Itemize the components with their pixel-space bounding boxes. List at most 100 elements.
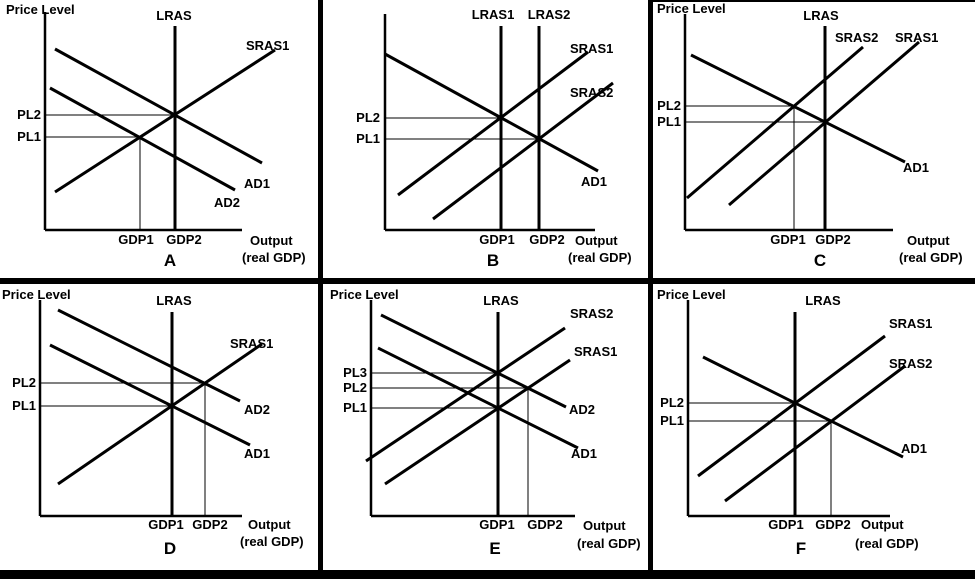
ad1-label: AD1 — [244, 176, 270, 191]
y-axis-title: Price Level — [657, 1, 726, 16]
lras-label: LRAS — [156, 293, 192, 308]
pl2-label: PL2 — [657, 98, 681, 113]
gdp2-label: GDP2 — [166, 232, 201, 247]
pl1-label: PL1 — [660, 413, 684, 428]
lras1-label: LRAS1 — [472, 7, 515, 22]
panel-letter: A — [164, 251, 176, 270]
x-axis-title: Output — [583, 518, 626, 533]
sras1-label: SRAS1 — [889, 316, 932, 331]
pl2-label: PL2 — [12, 375, 36, 390]
gdp1-label: GDP1 — [118, 232, 153, 247]
ad1-curve — [702, 355, 904, 459]
panel-letter: D — [164, 539, 176, 558]
x-axis-title: Output — [861, 517, 904, 532]
ad1-curve — [690, 53, 906, 164]
sras2-curve — [724, 364, 906, 503]
x-axis-title: Output — [575, 233, 618, 248]
panel-e: Price Level LRAS SRAS2 SRAS1 AD2 AD1 PL3… — [323, 284, 648, 570]
sras1-label: SRAS1 — [570, 41, 613, 56]
panel-a-graph: Price Level LRAS SRAS1 AD1 AD2 PL2 PL1 G… — [6, 2, 306, 270]
gdp2-label: GDP2 — [815, 232, 850, 247]
sras2-label: SRAS2 — [835, 30, 878, 45]
panel-f: Price Level LRAS SRAS1 SRAS2 AD1 PL2 PL1… — [653, 284, 975, 570]
pl1-label: PL1 — [356, 131, 380, 146]
ad1-label: AD1 — [581, 174, 607, 189]
sras1-curve — [54, 48, 276, 194]
x-axis-title: Output — [248, 517, 291, 532]
sras1-curve — [397, 50, 589, 197]
pl2-label: PL2 — [660, 395, 684, 410]
gdp1-label: GDP1 — [148, 517, 183, 532]
pl1-label: PL1 — [17, 129, 41, 144]
sras1-label: SRAS1 — [574, 344, 617, 359]
panel-f-graph: Price Level LRAS SRAS1 SRAS2 AD1 PL2 PL1… — [657, 287, 932, 558]
ad1-label: AD1 — [244, 446, 270, 461]
panel-c: Price Level LRAS SRAS2 SRAS1 AD1 PL2 PL1… — [653, 0, 975, 278]
pl2-label: PL2 — [343, 380, 367, 395]
ad2-label: AD2 — [214, 195, 240, 210]
sras1-curve — [384, 358, 571, 486]
sras1-label: SRAS1 — [246, 38, 289, 53]
sras2-label: SRAS2 — [570, 85, 613, 100]
gdp1-label: GDP1 — [479, 232, 514, 247]
pl1-label: PL1 — [343, 400, 367, 415]
pl1-label: PL1 — [657, 114, 681, 129]
panel-b: LRAS1 LRAS2 SRAS1 SRAS2 AD1 PL2 PL1 GDP1… — [323, 0, 648, 278]
sras1-curve — [728, 40, 920, 207]
x-axis-subtitle: (real GDP) — [240, 534, 304, 549]
panel-e-graph: Price Level LRAS SRAS2 SRAS1 AD2 AD1 PL3… — [330, 287, 641, 558]
panel-c-graph: Price Level LRAS SRAS2 SRAS1 AD1 PL2 PL1… — [653, 0, 975, 270]
ad1-label: AD1 — [901, 441, 927, 456]
ad1-curve — [54, 47, 263, 165]
x-axis-subtitle: (real GDP) — [577, 536, 641, 551]
sras1-label: SRAS1 — [230, 336, 273, 351]
sras2-label: SRAS2 — [889, 356, 932, 371]
gdp2-label: GDP2 — [192, 517, 227, 532]
ad1-label: AD1 — [903, 160, 929, 175]
x-axis-subtitle: (real GDP) — [242, 250, 306, 265]
gdp1-label: GDP1 — [770, 232, 805, 247]
sras2-label: SRAS2 — [570, 306, 613, 321]
ad2-label: AD2 — [569, 402, 595, 417]
gdp2-label: GDP2 — [815, 517, 850, 532]
y-axis-title: Price Level — [6, 2, 75, 17]
panel-letter: E — [489, 539, 500, 558]
lras-label: LRAS — [803, 8, 839, 23]
x-axis-title: Output — [907, 233, 950, 248]
sras1-label: SRAS1 — [895, 30, 938, 45]
pl1-label: PL1 — [12, 398, 36, 413]
sras2-curve — [432, 81, 614, 221]
pl2-label: PL2 — [17, 107, 41, 122]
x-axis-subtitle: (real GDP) — [568, 250, 632, 265]
gdp1-label: GDP1 — [479, 517, 514, 532]
pl3-label: PL3 — [343, 365, 367, 380]
panel-d: Price Level LRAS SRAS1 AD2 AD1 PL2 PL1 G… — [0, 284, 318, 570]
ad1-curve — [49, 343, 251, 447]
pl2-label: PL2 — [356, 110, 380, 125]
y-axis-title: Price Level — [330, 287, 399, 302]
gdp2-label: GDP2 — [527, 517, 562, 532]
panel-a: Price Level LRAS SRAS1 AD1 AD2 PL2 PL1 G… — [0, 0, 318, 278]
gdp1-label: GDP1 — [768, 517, 803, 532]
panel-letter: B — [487, 251, 499, 270]
panel-letter: F — [796, 539, 806, 558]
x-axis-subtitle: (real GDP) — [855, 536, 919, 551]
y-axis-title: Price Level — [2, 287, 71, 302]
lras-label: LRAS — [805, 293, 841, 308]
panel-letter: C — [814, 251, 826, 270]
ad1-label: AD1 — [571, 446, 597, 461]
ad2-curve — [57, 308, 241, 403]
panel-d-graph: Price Level LRAS SRAS1 AD2 AD1 PL2 PL1 G… — [2, 287, 304, 558]
x-axis-subtitle: (real GDP) — [899, 250, 963, 265]
lras2-label: LRAS2 — [528, 7, 571, 22]
lras-label: LRAS — [483, 293, 519, 308]
sras1-curve — [697, 334, 886, 478]
sras2-curve — [365, 326, 566, 463]
panel-b-graph: LRAS1 LRAS2 SRAS1 SRAS2 AD1 PL2 PL1 GDP1… — [356, 7, 632, 270]
sras1-curve — [57, 342, 263, 486]
ad2-label: AD2 — [244, 402, 270, 417]
gdp2-label: GDP2 — [529, 232, 564, 247]
x-axis-title: Output — [250, 233, 293, 248]
ad2-curve — [380, 313, 567, 409]
